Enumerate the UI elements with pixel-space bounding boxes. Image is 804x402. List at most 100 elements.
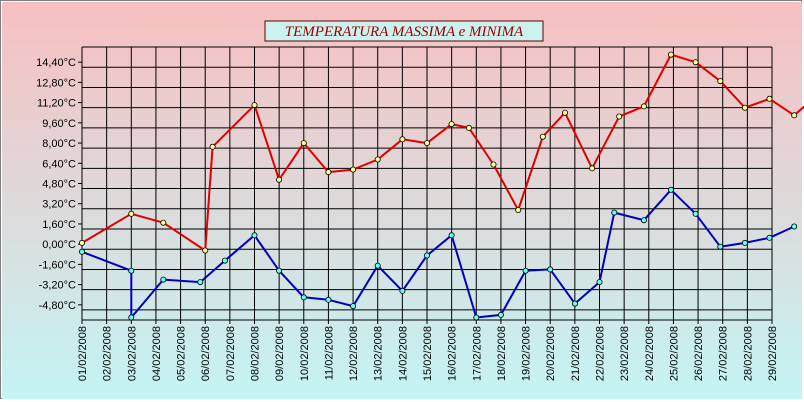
series-point-max: [589, 165, 596, 172]
y-tick-label: 6,40°C: [42, 158, 76, 170]
series-point-max: [692, 59, 699, 66]
series-point-max: [465, 124, 472, 131]
x-tick-label: 17/02/2008: [471, 326, 483, 381]
y-tick-label: 4,80°C: [42, 179, 76, 191]
series-point-max: [423, 140, 430, 147]
series-point-min: [128, 314, 135, 321]
x-tick-label: 16/02/2008: [447, 326, 459, 381]
y-tick-label: 0,00°C: [42, 239, 76, 251]
series-point-max: [766, 95, 773, 102]
x-tick-label: 18/02/2008: [496, 326, 508, 381]
series-point-max: [562, 109, 569, 116]
series-point-max: [515, 206, 522, 213]
x-tick-label: 09/02/2008: [274, 326, 286, 381]
series-point-min: [611, 209, 618, 216]
series-point-max: [202, 247, 209, 254]
x-tick-label: 22/02/2008: [595, 326, 607, 381]
x-tick-label: 03/02/2008: [126, 326, 138, 381]
series-point-min: [547, 266, 554, 273]
x-tick-label: 04/02/2008: [151, 326, 163, 381]
y-tick-label: -4,80°C: [39, 300, 76, 312]
series-point-min: [766, 234, 773, 241]
series-point-min: [197, 279, 204, 286]
series-point-max: [128, 210, 135, 217]
series-point-min: [692, 210, 699, 217]
series-point-max: [490, 161, 497, 168]
series-point-max: [539, 133, 546, 140]
series-point-min: [374, 262, 381, 269]
series-point-max: [448, 121, 455, 128]
series-point-min: [325, 296, 332, 303]
series-point-max: [640, 103, 647, 110]
series-point-min: [640, 217, 647, 224]
series-point-max: [300, 140, 307, 147]
series-point-max: [399, 136, 406, 143]
y-tick-label: 1,60°C: [42, 219, 76, 231]
x-tick-label: 07/02/2008: [225, 326, 237, 381]
x-tick-label: 13/02/2008: [373, 326, 385, 381]
x-tick-label: 28/02/2008: [742, 326, 754, 381]
x-tick-label: 02/02/2008: [102, 326, 114, 381]
series-point-min: [221, 257, 228, 264]
series-point-min: [79, 248, 86, 255]
x-tick-label: 19/02/2008: [521, 326, 533, 381]
y-axis-ticks: 14,40°C 12,80°C 11,20°C 9,60°C 8,00°C 6,40°C 4…: [36, 57, 82, 312]
x-tick-label: 06/02/2008: [200, 326, 212, 381]
series-point-max: [668, 51, 675, 58]
x-axis-ticks: 01/02/2008 02/02/2008 03/02/2008 04/02/2008…: [77, 320, 779, 381]
series-point-min: [160, 276, 167, 283]
series-point-max: [276, 176, 283, 183]
series-point-max: [717, 78, 724, 85]
x-tick-label: 01/02/2008: [77, 326, 89, 381]
series-point-min: [522, 267, 529, 274]
x-tick-label: 10/02/2008: [299, 326, 311, 381]
series-point-min: [473, 314, 480, 321]
series-point-min: [571, 300, 578, 307]
series-point-min: [350, 303, 357, 310]
x-tick-label: 08/02/2008: [250, 326, 262, 381]
series-point-min: [717, 243, 724, 250]
x-tick-label: 05/02/2008: [176, 326, 188, 381]
y-tick-label: 11,20°C: [37, 98, 76, 110]
series-point-min: [497, 311, 504, 318]
series-point-max: [251, 102, 258, 109]
series-point-max: [79, 239, 86, 246]
y-tick-label: -3,20°C: [39, 280, 76, 292]
x-tick-label: 27/02/2008: [718, 326, 730, 381]
x-tick-label: 24/02/2008: [644, 326, 656, 381]
x-tick-label: 29/02/2008: [767, 326, 779, 381]
series-point-min: [596, 279, 603, 286]
x-tick-label: 21/02/2008: [570, 326, 582, 381]
series-point-max: [160, 219, 167, 226]
series-point-min: [128, 267, 135, 274]
series-point-min: [251, 232, 258, 239]
series-point-max: [350, 166, 357, 173]
series-point-min: [448, 232, 455, 239]
series-point-min: [668, 186, 675, 193]
x-tick-label: 14/02/2008: [397, 326, 409, 381]
x-tick-label: 11/02/2008: [323, 326, 335, 380]
x-tick-label: 26/02/2008: [693, 326, 705, 381]
series-point-min: [300, 294, 307, 301]
chart-title: TEMPERATURA MASSIMA e MINIMA: [264, 20, 544, 42]
y-tick-label: 12,80°C: [36, 77, 76, 89]
x-tick-label: 20/02/2008: [545, 326, 557, 381]
series-point-min: [399, 287, 406, 294]
series-point-max: [791, 112, 798, 119]
grid: [81, 46, 773, 321]
series-point-max: [741, 104, 748, 111]
series-point-min: [423, 252, 430, 259]
series-point-max: [374, 156, 381, 163]
series-point-min: [276, 267, 283, 274]
series-point-min: [791, 223, 798, 230]
x-tick-label: 25/02/2008: [668, 326, 680, 381]
y-tick-label: 14,40°C: [36, 57, 76, 69]
x-tick-label: 23/02/2008: [619, 326, 631, 381]
series-point-max: [616, 113, 623, 120]
y-tick-label: -1,60°C: [39, 259, 76, 271]
series-layer: [79, 51, 804, 321]
chart-title-box: [264, 20, 544, 42]
x-tick-label: 15/02/2008: [422, 326, 434, 381]
